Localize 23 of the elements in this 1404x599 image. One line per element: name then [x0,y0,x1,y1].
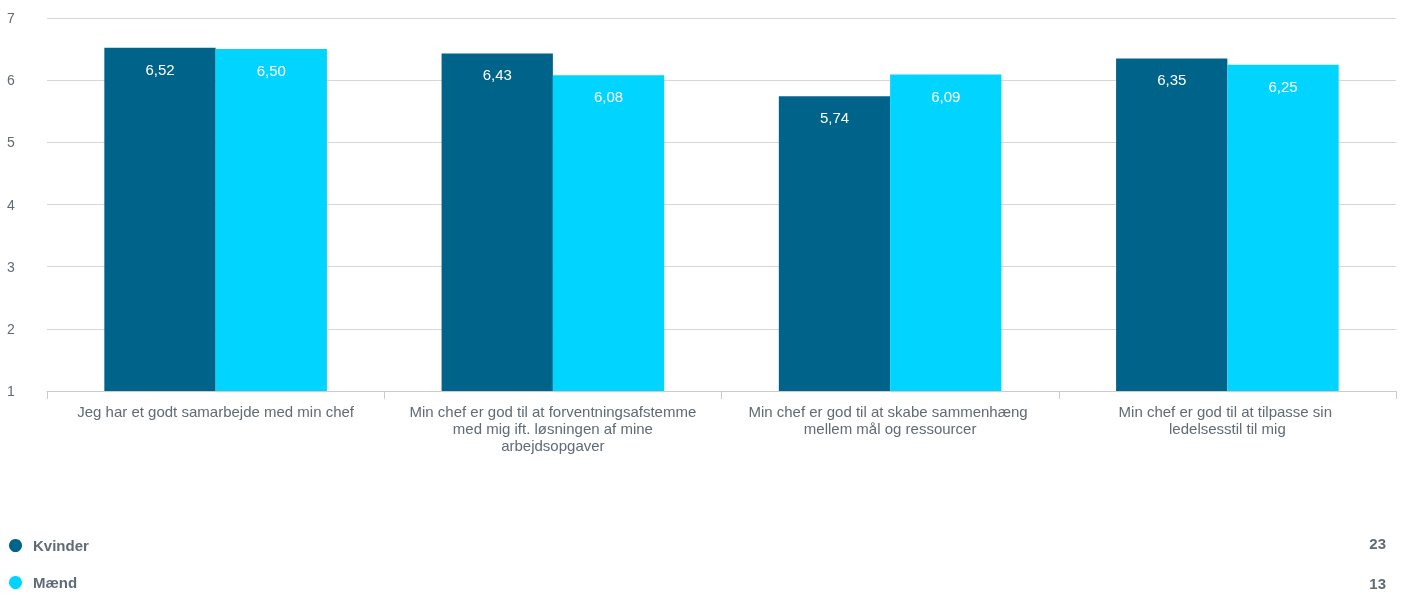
data-label: 6,43 [482,66,512,84]
data-label: 5,74 [819,109,850,127]
x-tick-label: Min chef er god til at skabe sammenhæng mellem mål og ressourcer [748,403,1032,437]
x-tick-label: Min chef er god til at forventningsafstemme med mig ift. løsningen af mine arbejdsopgaver [409,403,697,454]
y-tick-label: 4 [7,196,15,213]
text: 23 [1369,535,1386,552]
y-tick-label: 2 [7,320,15,337]
legend-label: Mænd [33,574,78,591]
y-tick-label: 5 [7,134,15,151]
y-tick-label: 7 [7,10,15,26]
x-tick-label: Min chef er god til at tilpasse sin ledelsesstil til mig [1118,403,1337,437]
y-tick-label: 1 [7,383,15,399]
data-label: 6,09 [931,87,961,105]
text: 13 [1369,575,1386,592]
y-tick-label: 3 [7,258,15,275]
data-label: 6,25 [1268,77,1298,95]
data-label: 6,52 [145,60,175,78]
data-label: 6,50 [256,62,286,80]
data-label: 6,08 [593,88,624,106]
legend-label: Kvinder [33,537,90,554]
x-tick-label: Jeg har et godt samarbejde med min chef [77,403,355,420]
y-tick-label: 6 [7,72,15,89]
data-label: 6,35 [1157,71,1187,89]
